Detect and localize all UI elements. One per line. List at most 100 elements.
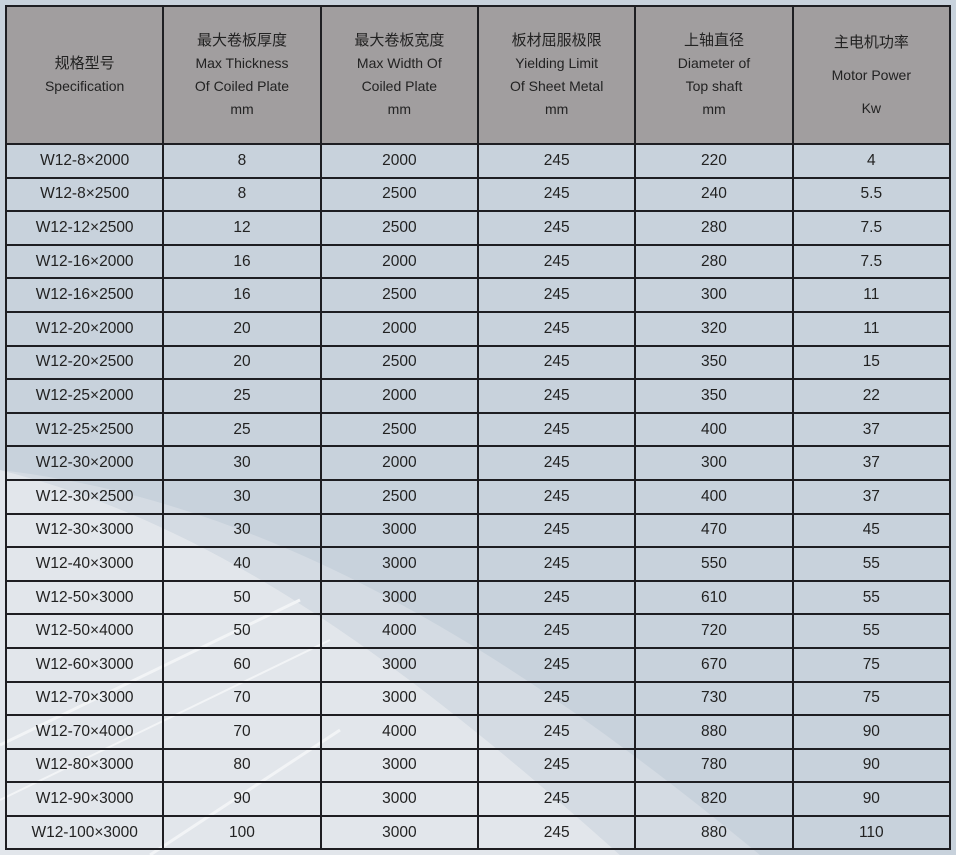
header-en-label: mm <box>702 101 726 117</box>
cell-max-thickness: 70 <box>162 680 322 717</box>
cell-specification: W12-80×3000 <box>4 747 165 784</box>
cell-yielding-limit: 245 <box>476 478 637 515</box>
table-row: W12-60×3000 60 3000 245 670 75 <box>4 646 952 683</box>
cell-max-width: 2000 <box>319 310 479 347</box>
cell-max-thickness: 20 <box>162 344 322 381</box>
cell-specification: W12-25×2500 <box>4 411 165 448</box>
cell-top-shaft-diameter: 820 <box>634 781 794 817</box>
cell-max-thickness: 60 <box>162 646 322 683</box>
cell-specification: W12-20×2500 <box>4 344 165 381</box>
cell-top-shaft-diameter: 880 <box>634 814 794 851</box>
table-row: W12-80×3000 80 3000 245 780 90 <box>4 747 952 784</box>
table-row: W12-8×2000 8 2000 245 220 4 <box>4 143 952 179</box>
table-row: W12-30×2000 30 2000 245 300 37 <box>4 445 952 481</box>
cell-yielding-limit: 245 <box>476 411 637 448</box>
cell-max-thickness: 12 <box>162 210 322 246</box>
cell-max-thickness: 40 <box>162 546 322 582</box>
cell-specification: W12-30×2000 <box>4 445 165 481</box>
cell-yielding-limit: 245 <box>476 378 637 414</box>
header-en-label: Diameter of <box>677 55 751 71</box>
cell-max-thickness: 30 <box>162 445 322 481</box>
cell-specification: W12-50×4000 <box>4 613 165 649</box>
cell-motor-power: 55 <box>791 579 952 616</box>
cell-yielding-limit: 245 <box>476 243 637 280</box>
table-row: W12-90×3000 90 3000 245 820 90 <box>4 781 952 817</box>
cell-specification: W12-60×3000 <box>4 646 165 683</box>
cell-top-shaft-diameter: 470 <box>634 512 794 549</box>
cell-top-shaft-diameter: 400 <box>634 478 794 515</box>
cell-max-thickness: 16 <box>162 243 322 280</box>
cell-motor-power: 55 <box>791 613 952 649</box>
cell-specification: W12-25×2000 <box>4 378 165 414</box>
cell-motor-power: 110 <box>791 814 952 851</box>
cell-motor-power: 37 <box>791 411 952 448</box>
table-row: W12-30×3000 30 3000 245 470 45 <box>4 512 952 549</box>
cell-yielding-limit: 245 <box>476 210 637 246</box>
cell-yielding-limit: 245 <box>476 714 637 750</box>
cell-top-shaft-diameter: 780 <box>634 747 794 784</box>
header-en-label: Motor Power <box>831 66 911 83</box>
cell-top-shaft-diameter: 720 <box>634 613 794 649</box>
cell-specification: W12-16×2000 <box>4 243 165 280</box>
header-cn-label: 主电机功率 <box>833 33 909 51</box>
cell-specification: W12-30×3000 <box>4 512 165 549</box>
cell-yielding-limit: 245 <box>476 143 637 179</box>
header-en-label: mm <box>544 101 569 117</box>
table-row: W12-20×2000 20 2000 245 320 11 <box>4 310 952 347</box>
cell-specification: W12-50×3000 <box>4 579 165 616</box>
cell-max-width: 3000 <box>319 814 479 851</box>
cell-specification: W12-100×3000 <box>4 814 165 851</box>
table-row: W12-20×2500 20 2500 245 350 15 <box>4 344 952 381</box>
cell-yielding-limit: 245 <box>476 814 637 851</box>
cell-max-thickness: 30 <box>162 512 322 549</box>
table-row: W12-100×3000 100 3000 245 880 110 <box>4 814 952 851</box>
cell-motor-power: 90 <box>791 781 952 817</box>
cell-specification: W12-30×2500 <box>4 478 165 515</box>
cell-motor-power: 7.5 <box>791 210 952 246</box>
cell-max-width: 3000 <box>319 512 479 549</box>
cell-top-shaft-diameter: 280 <box>634 210 794 246</box>
header-cn-label: 上轴直径 <box>683 32 744 49</box>
table-row: W12-16×2000 16 2000 245 280 7.5 <box>4 243 952 280</box>
cell-max-width: 2500 <box>319 411 479 448</box>
cell-top-shaft-diameter: 670 <box>634 646 794 683</box>
cell-motor-power: 22 <box>791 378 952 414</box>
cell-max-width: 3000 <box>319 646 479 683</box>
cell-yielding-limit: 245 <box>476 344 637 381</box>
cell-yielding-limit: 245 <box>476 546 637 582</box>
cell-specification: W12-8×2000 <box>4 143 165 179</box>
cell-top-shaft-diameter: 550 <box>634 546 794 582</box>
table-row: W12-30×2500 30 2500 245 400 37 <box>4 478 952 515</box>
cell-max-thickness: 70 <box>162 714 322 750</box>
cell-specification: W12-16×2500 <box>4 277 165 313</box>
header-max-width: 最大卷板宽度 Max Width Of Coiled Plate mm <box>319 5 479 145</box>
cell-top-shaft-diameter: 220 <box>634 143 794 179</box>
table-row: W12-50×4000 50 4000 245 720 55 <box>4 613 952 649</box>
cell-max-width: 2000 <box>319 445 479 481</box>
table-row: W12-8×2500 8 2500 245 240 5.5 <box>4 176 952 213</box>
cell-motor-power: 11 <box>791 277 952 313</box>
cell-top-shaft-diameter: 610 <box>634 579 794 616</box>
cell-yielding-limit: 245 <box>476 176 637 213</box>
header-en-label: Specification <box>44 78 125 94</box>
cell-yielding-limit: 245 <box>476 277 637 313</box>
table-row: W12-16×2500 16 2500 245 300 11 <box>4 277 952 313</box>
cell-max-width: 2000 <box>319 243 479 280</box>
cell-max-thickness: 80 <box>162 747 322 784</box>
cell-max-thickness: 90 <box>162 781 322 817</box>
cell-top-shaft-diameter: 350 <box>634 378 794 414</box>
header-en-label: Coiled Plate <box>361 78 438 94</box>
cell-motor-power: 11 <box>791 310 952 347</box>
cell-motor-power: 55 <box>791 546 952 582</box>
header-top-shaft-diameter: 上轴直径 Diameter of Top shaft mm <box>634 5 794 145</box>
cell-max-width: 3000 <box>319 781 479 817</box>
table-row: W12-50×3000 50 3000 245 610 55 <box>4 579 952 616</box>
cell-max-width: 4000 <box>319 714 479 750</box>
cell-specification: W12-70×3000 <box>4 680 165 717</box>
cell-yielding-limit: 245 <box>476 781 637 817</box>
cell-yielding-limit: 245 <box>476 646 637 683</box>
cell-max-thickness: 16 <box>162 277 322 313</box>
cell-yielding-limit: 245 <box>476 579 637 616</box>
header-cn-label: 最大卷板厚度 <box>196 32 287 49</box>
cell-max-width: 3000 <box>319 579 479 616</box>
